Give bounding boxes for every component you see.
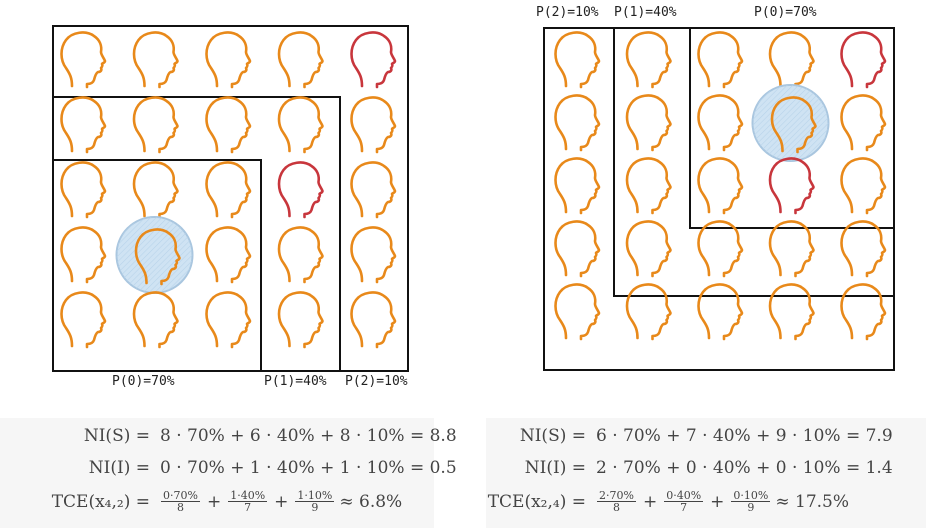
head-profile-icon [205,161,252,219]
head-profile-icon [350,31,397,89]
tce-fraction-1: 0·70% 8 [161,489,200,514]
left-diagram: P(0)=70% P(1)=40% P(2)=10% [0,0,476,400]
right-label-p0: P(0)=70% [754,5,817,20]
right-ni-s-row: NI(S) = 6 · 70% + 7 · 40% + 9 · 10% = 7.… [486,426,893,446]
head-profile-icon [840,220,887,278]
right-formula-block: NI(S) = 6 · 70% + 7 · 40% + 9 · 10% = 7.… [486,418,926,528]
right-ni-i-row: NI(I) = 2 · 70% + 0 · 40% + 0 · 10% = 1.… [486,458,893,478]
left-ni-i-row: NI(I) = 0 · 70% + 1 · 40% + 1 · 10% = 0.… [0,458,457,478]
left-tce-row: TCE(x₄,₂) = 0·70% 8 + 1·40% 7 + 1·10% 9 ≈ 6… [0,489,403,514]
head-profile-icon [697,220,744,278]
tce-label: TCE(x₄,₂) = [51,491,150,512]
head-profile-icon [840,31,887,89]
head-profile-icon [277,161,324,219]
ni-s-expression: 8 · 70% + 6 · 40% + 8 · 10% = 8.8 [160,426,457,446]
head-profile-icon [768,157,815,215]
box-p0 [689,27,895,229]
head-profile-icon [697,31,744,89]
tce-result: ≈ 6.8% [339,491,403,512]
head-profile-icon [697,94,744,152]
right-grid [543,27,895,371]
head-profile-icon [132,161,179,219]
box-p0 [52,159,262,372]
head-profile-icon [625,220,672,278]
head-profile-icon [768,31,815,89]
head-profile-icon [60,291,107,349]
head-profile-icon [768,283,815,341]
head-profile-icon [768,220,815,278]
head-profile-icon [60,96,107,154]
left-ni-s-row: NI(S) = 8 · 70% + 6 · 40% + 8 · 10% = 8.… [0,426,457,446]
head-profile-icon [625,283,672,341]
head-profile-icon [277,31,324,89]
left-grid [52,25,409,372]
head-profile-icon [350,161,397,219]
tce-fraction-2: 0·40% 7 [664,489,704,514]
head-profile-icon [625,94,672,152]
ni-i-expression: 2 · 70% + 0 · 40% + 0 · 10% = 1.4 [596,458,893,478]
right-label-p2: P(2)=10% [536,5,599,20]
right-label-p1: P(1)=40% [614,5,677,20]
head-profile-icon [554,220,601,278]
tce-fraction-3: 0·10% 9 [731,489,771,514]
ni-i-expression: 0 · 70% + 1 · 40% + 1 · 10% = 0.5 [160,458,457,478]
head-profile-icon [132,31,179,89]
head-profile-icon [60,31,107,89]
head-profile-icon [625,157,672,215]
tce-fraction-3: 1·10% 9 [295,489,335,514]
head-profile-icon [554,283,601,341]
head-profile-icon [554,157,601,215]
left-formula-block: NI(S) = 8 · 70% + 6 · 40% + 8 · 10% = 8.… [0,418,457,528]
head-profile-icon [205,31,252,89]
head-profile-icon [697,283,744,341]
tce-fraction-2: 1·40% 7 [228,489,268,514]
left-label-p0: P(0)=70% [112,374,175,389]
tce-fraction-1: 2·70% 8 [597,489,636,514]
head-profile-icon [350,96,397,154]
right-tce-row: TCE(x₂,₄) = 2·70% 8 + 0·40% 7 + 0·10% 9 ≈ 1… [487,489,850,514]
ni-s-label: NI(S) = [83,426,150,446]
head-profile-icon [205,291,252,349]
left-label-p2: P(2)=10% [345,374,408,389]
left-label-p1: P(1)=40% [264,374,327,389]
head-profile-icon [132,291,179,349]
ni-s-expression: 6 · 70% + 7 · 40% + 9 · 10% = 7.9 [596,426,893,446]
head-profile-icon [697,157,744,215]
head-profile-icon [277,226,324,284]
head-profile-icon [554,31,601,89]
head-profile-icon [625,31,672,89]
ni-s-label: NI(S) = [519,426,586,446]
head-profile-icon [277,96,324,154]
head-profile-icon [554,94,601,152]
head-profile-icon [277,291,324,349]
head-profile-icon [840,283,887,341]
right-diagram: P(2)=10% P(1)=40% P(0)=70% [476,0,952,400]
tce-label: TCE(x₂,₄) = [487,491,586,512]
head-profile-icon [205,226,252,284]
head-profile-icon [60,226,107,284]
head-profile-icon [840,94,887,152]
head-profile-icon [350,226,397,284]
head-profile-icon [60,161,107,219]
head-profile-icon [840,157,887,215]
head-profile-icon [132,96,179,154]
box-p2 [52,25,409,372]
ni-i-label: NI(I) = [88,458,150,478]
head-profile-icon-target [134,228,181,286]
tce-result: ≈ 17.5% [775,491,850,512]
head-profile-icon [205,96,252,154]
head-profile-icon [350,291,397,349]
ni-i-label: NI(I) = [524,458,586,478]
head-profile-icon-target [770,96,817,154]
